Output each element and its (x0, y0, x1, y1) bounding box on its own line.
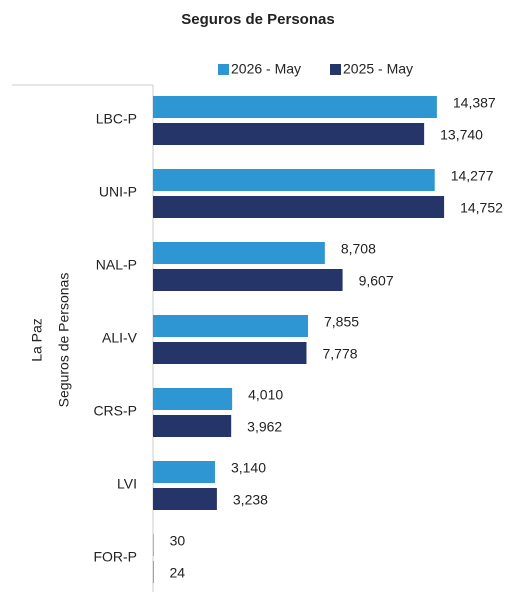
legend-label: 2025 - May (343, 61, 413, 77)
y-tick-label: FOR-P (93, 549, 137, 565)
bar (153, 269, 343, 291)
y-tick-label: ALI-V (102, 330, 138, 346)
bar (153, 488, 217, 510)
bar (153, 388, 233, 410)
value-label: 24 (169, 565, 185, 581)
bar (153, 242, 325, 264)
value-label: 7,855 (324, 314, 359, 330)
group-label: La Paz (29, 318, 45, 362)
value-label: 30 (170, 533, 186, 549)
group-label: Seguros de Personas (56, 273, 72, 408)
bar (153, 415, 232, 437)
bar (153, 169, 435, 191)
value-label: 3,238 (233, 492, 268, 508)
bar (153, 342, 307, 364)
value-label: 8,708 (341, 241, 376, 257)
y-tick-label: LVI (117, 476, 137, 492)
value-label: 13,740 (440, 127, 483, 143)
y-tick-label: NAL-P (96, 257, 137, 273)
bar (153, 315, 309, 337)
value-label: 14,387 (453, 95, 496, 111)
bar (153, 96, 437, 118)
bar (153, 196, 445, 218)
value-label: 14,752 (460, 200, 503, 216)
value-label: 14,277 (451, 168, 494, 184)
legend-swatch (330, 64, 341, 75)
bar (153, 534, 154, 556)
value-label: 3,140 (231, 460, 266, 476)
y-tick-label: CRS-P (93, 403, 137, 419)
bar (153, 461, 215, 483)
chart-title: Seguros de Personas (181, 11, 334, 28)
legend-swatch (218, 64, 229, 75)
value-label: 4,010 (248, 387, 283, 403)
value-label: 9,607 (359, 273, 394, 289)
value-label: 7,778 (322, 346, 357, 362)
y-tick-label: UNI-P (99, 184, 137, 200)
bar (153, 123, 425, 145)
legend-label: 2026 - May (231, 61, 301, 77)
value-label: 3,962 (247, 419, 282, 435)
y-tick-label: LBC-P (96, 111, 137, 127)
